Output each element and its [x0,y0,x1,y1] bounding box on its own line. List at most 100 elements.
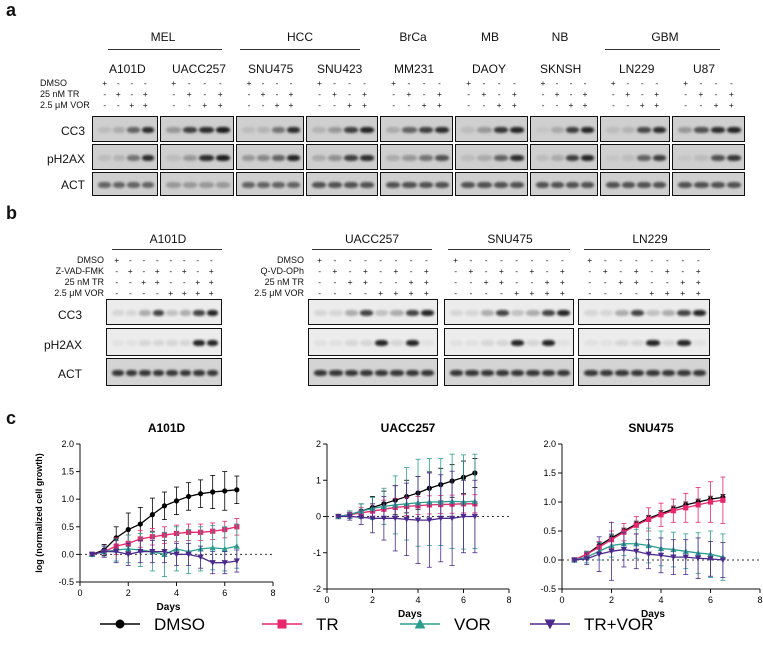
b-band [495,310,509,316]
a-pm-mark: + [698,89,704,99]
a-band [328,127,342,133]
b-band [556,310,570,316]
a-pm-mark: + [102,78,108,88]
y-tick-label: 1.0 [61,494,74,504]
a-pm-mark: - [289,78,293,88]
b-pm-mark: - [545,266,549,276]
marker-tr+vor-point [209,560,216,566]
marker-tr-point [633,522,639,528]
b-blot [578,358,710,386]
a-blot [380,172,453,196]
b-band [125,340,137,346]
cell-uacc257: UACC257 [172,62,227,76]
b-pm-mark: + [680,288,686,298]
a-pm-mark: - [318,89,321,99]
b-pm-mark: + [154,266,160,276]
a-band [166,155,181,161]
b-pm-mark: + [208,266,214,276]
b-pm-mark: - [469,255,473,265]
b-pm-mark: - [469,277,473,287]
a-pm-mark: + [421,100,427,110]
a-pm-mark: - [187,100,191,110]
a-pm-mark: + [347,100,352,110]
a-pm-mark: - [482,100,486,110]
a-band [182,127,197,133]
b-pm-mark: - [318,277,322,287]
a-pm-mark: - [467,89,471,99]
b-pm-mark: - [424,255,428,265]
b-band [526,310,540,316]
a-band [493,155,508,161]
marker-tr+vor-point [335,513,342,520]
b-right-treat-vor: 2.5 μM VOR [254,288,304,298]
b-pm-mark: - [142,255,146,265]
marker-tr+vor-point [233,558,240,565]
group-gbm-line [605,49,720,50]
marker-dmso-point [149,512,155,518]
x-tick-label: 4 [415,595,420,605]
a-pm-mark: + [610,78,616,88]
a-band [536,127,549,133]
a-band [127,182,140,188]
a-band [551,155,564,161]
marker-tr+vor-point [88,551,96,558]
a-pm-mark: - [512,78,516,88]
a-pm-mark: + [362,100,367,110]
x-tick-label: 4 [174,588,179,598]
a-band [621,155,635,161]
a-band [694,182,709,188]
b-pm-mark: - [379,266,383,276]
a-pm-mark: - [218,78,222,88]
b-pm-mark: + [695,266,701,276]
a-band [402,155,417,161]
b-band [541,310,555,316]
x-tick-label: 8 [270,588,275,598]
group-mel-line [108,49,222,50]
a-blot [672,144,745,170]
a-band [621,127,635,133]
a-band [360,155,374,161]
b-band [677,340,691,346]
a-pm-mark: - [569,78,573,88]
a-band [141,127,154,133]
a-pm-mark: - [482,78,486,88]
marker-dmso-point [222,488,228,494]
a-band [434,127,449,133]
a-band [694,127,709,133]
marker-tr+vor-point [544,619,556,630]
marker-tr+vor-point [682,554,689,561]
y-tick-label: 0.5 [543,526,556,536]
y-tick-label: 0 [316,512,321,522]
a-blot [92,144,158,170]
a-band [328,155,342,161]
a-band [551,127,564,133]
b-blot [308,358,438,386]
marker-tr-point [720,497,726,503]
b-pm-mark: + [559,288,565,298]
a-pm-mark: - [555,100,559,110]
a-blot [236,172,304,196]
b-group-snu475: SNU475 [487,232,533,246]
b-pm-mark: - [545,255,549,265]
marker-tr+vor-point [380,515,387,522]
growth-charts: A101D -0.5 0.0 0.5 1.0 1.5 2.0 0 2 4 6 8 Days log (no… [34,421,763,634]
a-treat-dmso: DMSO [40,78,67,88]
a-band [637,182,651,188]
b-band [556,340,570,346]
b-band [677,310,691,316]
a-pm-mark: - [626,100,630,110]
b-pm-mark: - [469,288,473,298]
b-pm-mark: - [634,288,638,298]
b-pm-mark: + [347,277,353,287]
b-left-treat-vor: 2.5 μM VOR [54,288,104,298]
a-pm-mark: - [348,78,351,88]
a-pm-mark: + [582,89,588,99]
marker-tr+vor-point [125,551,132,558]
cell-daoy: DAOY [472,62,507,76]
b-group-uacc257: UACC257 [344,232,400,246]
a-pm-mark: - [569,89,573,99]
b-band [465,310,479,316]
b-band [511,310,525,316]
x-tick-label: 0 [559,595,564,605]
a-blot [160,144,234,170]
